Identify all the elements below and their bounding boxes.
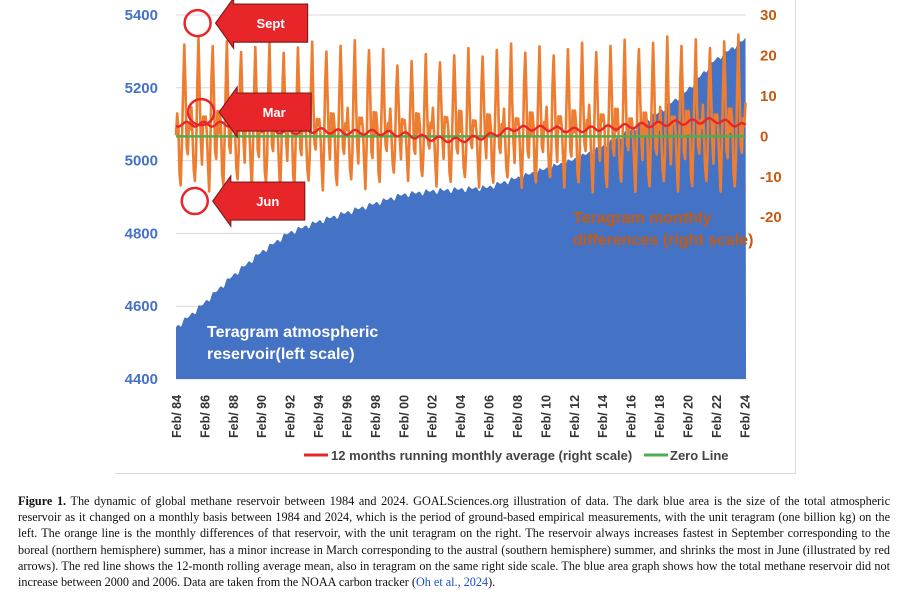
x-tick-label: Feb/ 88 xyxy=(227,395,241,438)
left-tick-label: 4800 xyxy=(125,225,158,242)
differences-label-line: Teragram monthly xyxy=(573,210,712,227)
arrow-target-circle xyxy=(186,97,216,127)
right-tick-label: 0 xyxy=(760,128,768,145)
figure-frame xyxy=(115,0,796,474)
x-tick-label: Feb/ 98 xyxy=(369,395,383,438)
annotation-arrow xyxy=(214,0,309,50)
x-tick-label: Feb/ 16 xyxy=(625,395,639,438)
right-tick-label: 30 xyxy=(760,7,777,24)
reservoir-label: Teragram atmospheric reservoir(left scale… xyxy=(207,324,378,363)
x-tick-label: Feb/ 24 xyxy=(738,395,752,438)
x-tick-label: Feb/ 96 xyxy=(340,395,354,438)
left-tick-label: 5400 xyxy=(125,7,158,24)
annotation-arrow-label: Jun xyxy=(256,194,279,209)
left-tick-label: 5200 xyxy=(125,80,158,97)
x-tick-label: Feb/ 14 xyxy=(596,395,610,438)
left-tick-label: 4600 xyxy=(125,298,158,315)
right-tick-label: 20 xyxy=(760,47,777,64)
arrow-target-circle xyxy=(180,186,210,216)
methane-chart: 5400 5200 5000 4800 4600 4400 30 20 10 0 -10 -20 Feb… xyxy=(125,0,782,463)
caption-citation-link[interactable]: Oh et al., 2024 xyxy=(415,575,489,590)
x-tick-label: Feb/ 02 xyxy=(426,395,440,438)
right-tick-label: -20 xyxy=(760,209,782,226)
left-tick-label: 4400 xyxy=(125,371,158,388)
x-tick-label: Feb/ 12 xyxy=(568,395,582,438)
legend-label-average: 12 months running monthly average (right… xyxy=(331,448,632,463)
arrow-target-circle xyxy=(183,8,212,38)
annotation-arrow-label: Mar xyxy=(263,105,286,120)
x-tick-label: Feb/ 00 xyxy=(397,395,411,438)
x-tick-label: Feb/ 90 xyxy=(255,395,269,438)
x-tick-label: Feb/ 18 xyxy=(653,395,667,438)
differences-label: Teragram monthly differences (right scale… xyxy=(573,210,754,249)
annotation-arrow xyxy=(212,174,306,228)
differences-label-line: differences (right scale) xyxy=(573,232,754,249)
figure-caption: Figure 1. The dynamic of global methane … xyxy=(18,493,890,590)
x-tick-label: Feb/ 10 xyxy=(539,395,553,438)
x-tick-label: Feb/ 94 xyxy=(312,395,326,438)
x-tick-label: Feb/ 86 xyxy=(198,395,212,438)
annotation-arrow-label: Sept xyxy=(257,16,286,31)
legend-label-zero: Zero Line xyxy=(670,448,729,463)
caption-text-end: ). xyxy=(488,575,496,590)
x-tick-label: Feb/ 20 xyxy=(681,395,695,438)
x-tick-label: Feb/ 84 xyxy=(170,395,184,438)
right-tick-label: -10 xyxy=(760,169,782,186)
caption-text: The dynamic of global methane reservoir … xyxy=(18,494,890,590)
reservoir-label-line: Teragram atmospheric xyxy=(207,324,378,341)
reservoir-label-line: reservoir(left scale) xyxy=(207,346,355,363)
x-tick-label: Feb/ 08 xyxy=(511,395,525,438)
right-tick-label: 10 xyxy=(760,88,777,105)
x-tick-label: Feb/ 92 xyxy=(284,395,298,438)
annotation-arrow xyxy=(218,85,312,139)
x-tick-label: Feb/ 04 xyxy=(454,395,468,438)
reservoir-area xyxy=(176,37,746,379)
caption-label: Figure 1. xyxy=(18,494,67,508)
x-tick-label: Feb/ 06 xyxy=(483,395,497,438)
left-tick-label: 5000 xyxy=(125,153,158,170)
x-tick-label: Feb/ 22 xyxy=(710,395,724,438)
